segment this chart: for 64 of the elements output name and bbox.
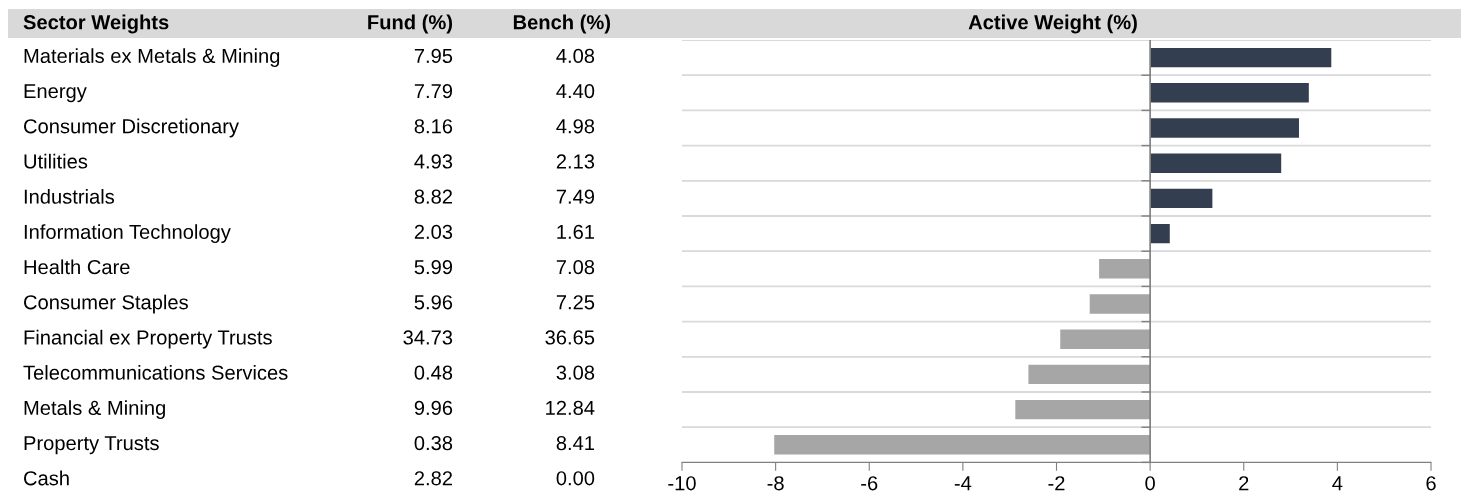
bar xyxy=(1099,259,1151,279)
data-label: 0.38 xyxy=(414,435,453,451)
x-tick-label: 2 xyxy=(1239,476,1249,491)
x-tick-label: -2 xyxy=(1048,476,1065,491)
bar xyxy=(1150,153,1282,173)
category-label: Cash xyxy=(24,470,69,486)
x-tick-label: -6 xyxy=(861,476,878,491)
data-label: 8.16 xyxy=(414,119,453,134)
data-label: 12.84 xyxy=(546,400,595,416)
data-label: 3.08 xyxy=(556,365,595,380)
data-label: 7.79 xyxy=(414,83,453,99)
data-label: 2.03 xyxy=(414,224,453,240)
category-label: Utilities xyxy=(24,153,88,169)
x-tick-label: 6 xyxy=(1426,476,1436,491)
bar xyxy=(1028,364,1151,385)
bar xyxy=(1150,83,1309,103)
bar xyxy=(1015,399,1151,420)
data-label: 7.49 xyxy=(556,189,595,204)
data-label: 7.95 xyxy=(414,48,453,64)
data-label: 7.08 xyxy=(556,259,595,275)
category-label: Information Technology xyxy=(24,224,231,243)
category-label: Telecommunications Services xyxy=(23,365,288,380)
bar xyxy=(1060,329,1151,349)
chart-title: Active Weight (%) xyxy=(968,14,1137,34)
category-label: Energy xyxy=(24,84,87,103)
category-label: Consumer Discretionary xyxy=(24,118,239,138)
category-label: Materials ex Metals & Mining xyxy=(24,48,280,67)
bar xyxy=(1150,47,1332,68)
category-label: Financial ex Property Trusts xyxy=(24,329,272,349)
data-label: 7.25 xyxy=(556,295,595,310)
bar xyxy=(1150,188,1213,209)
data-label: 36.65 xyxy=(545,330,595,345)
data-label: 0.00 xyxy=(556,471,595,486)
text: Bench (%) xyxy=(513,14,610,34)
data-label: 4.08 xyxy=(556,48,595,64)
data-label: 34.73 xyxy=(403,330,453,345)
data-label: 2.82 xyxy=(414,471,452,486)
x-tick-label: 4 xyxy=(1332,476,1343,491)
bar xyxy=(774,435,1151,455)
bar xyxy=(1150,118,1299,138)
bar xyxy=(1150,223,1170,244)
data-label: 4.40 xyxy=(556,83,595,99)
x-tick-label: -4 xyxy=(954,476,972,491)
data-label: 4.93 xyxy=(414,154,453,169)
category-label: Metals & Mining xyxy=(24,400,165,419)
data-label: 8.82 xyxy=(414,189,452,204)
category-label: Property Trusts xyxy=(24,436,159,455)
data-label: 4.98 xyxy=(556,119,595,134)
x-tick-label: 0 xyxy=(1145,476,1155,491)
x-tick-label: -8 xyxy=(767,476,784,491)
data-label: 1.61 xyxy=(557,224,595,240)
bar xyxy=(1089,294,1151,314)
data-label: 5.99 xyxy=(414,259,453,275)
category-label: Health Care xyxy=(24,259,130,275)
text: Sector Weights xyxy=(23,14,169,34)
data-label: 9.96 xyxy=(414,400,453,416)
data-label: 0.48 xyxy=(414,365,453,380)
data-label: 2.13 xyxy=(556,154,595,169)
data-label: 8.41 xyxy=(556,435,595,451)
category-label: Consumer Staples xyxy=(24,294,188,314)
data-label: 5.96 xyxy=(414,295,453,310)
x-tick-label: -10 xyxy=(668,476,696,491)
category-label: Industrials xyxy=(24,189,115,204)
text: Fund (%) xyxy=(368,14,452,34)
